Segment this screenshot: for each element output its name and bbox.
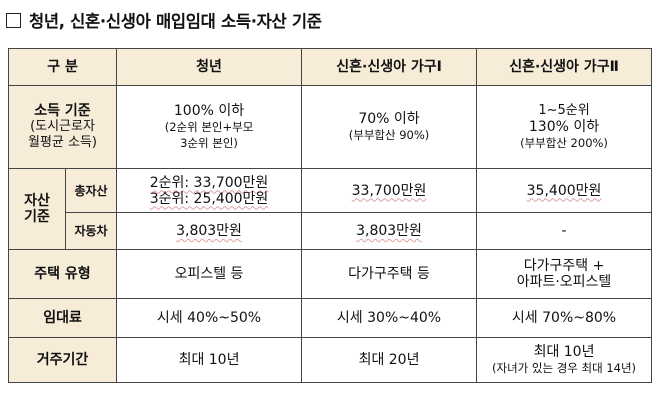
income-sub-1: (도시근로자 bbox=[30, 119, 95, 134]
checkbox-square-icon bbox=[6, 12, 21, 28]
housing-label: 주택 유형 bbox=[7, 249, 118, 299]
rent-youth: 시세 40%~50% bbox=[116, 298, 303, 338]
asset-car-nw2: - bbox=[476, 212, 653, 250]
asset-total-nw1: 33,700만원 bbox=[351, 182, 427, 199]
document-title: 청년, 신혼·신생아 매입임대 소득·자산 기준 bbox=[6, 8, 322, 32]
income-nw2-3: (부부합산 200%) bbox=[520, 136, 608, 150]
header-category: 구 분 bbox=[7, 48, 118, 86]
stay-label: 거주기간 bbox=[7, 337, 118, 383]
header-newlywed-2: 신혼·신생아 가구Ⅱ bbox=[476, 48, 653, 86]
income-label: 소득 기준 bbox=[34, 103, 91, 119]
asset-total-nw1-cell: 33,700만원 bbox=[301, 168, 478, 213]
housing-nw1: 다가구주택 등 bbox=[301, 249, 478, 299]
asset-car-nw1: 3,803만원 bbox=[356, 223, 422, 239]
housing-type-row: 주택 유형 오피스텔 등 다가구주택 등 다가구주택 + 아파트·오피스텔 bbox=[7, 249, 653, 299]
asset-total-nw2: 35,400만원 bbox=[526, 182, 602, 199]
asset-total-row: 자산 기준 총자산 2순위: 33,700만원 3순위: 25,400만원 33… bbox=[8, 168, 653, 250]
rent-nw2: 시세 70%~80% bbox=[476, 298, 653, 338]
rent-label: 임대료 bbox=[7, 298, 118, 338]
criteria-table: 구 분 청년 신혼·신생아 가구Ⅰ 신혼·신생아 가구Ⅱ 소득 기준 (도시근로… bbox=[7, 48, 653, 383]
asset-car-label: 자동차 bbox=[64, 212, 118, 250]
asset-label-1: 자산 bbox=[24, 193, 50, 209]
housing-nw2-2: 아파트·오피스텔 bbox=[516, 274, 612, 290]
asset-label-cell: 자산 기준 bbox=[8, 168, 66, 250]
income-nw1-cell: 70% 이하 (부부합산 90%) bbox=[301, 85, 478, 169]
asset-total-youth-cell: 2순위: 33,700만원 3순위: 25,400만원 bbox=[116, 168, 303, 213]
asset-car-youth-cell: 3,803만원 bbox=[116, 212, 303, 250]
income-row: 소득 기준 (도시근로자 월평균 소득) 100% 이하 (2순위 본인+부모 … bbox=[7, 85, 653, 169]
asset-total-nw2-cell: 35,400만원 bbox=[476, 168, 653, 213]
header-youth: 청년 bbox=[116, 48, 303, 86]
housing-youth: 오피스텔 등 bbox=[116, 249, 303, 299]
stay-nw2-cell: 최대 10년 (자녀가 있는 경우 최대 14년) bbox=[476, 337, 653, 383]
stay-nw2-2: (자녀가 있는 경우 최대 14년) bbox=[492, 361, 637, 375]
stay-row: 거주기간 최대 10년 최대 20년 최대 10년 (자녀가 있는 경우 최대 … bbox=[7, 337, 653, 383]
asset-total-youth-1: 2순위: 33,700만원 bbox=[149, 174, 269, 191]
title-text: 청년, 신혼·신생아 매입임대 소득·자산 기준 bbox=[29, 12, 322, 31]
asset-car-nw1-cell: 3,803만원 bbox=[301, 212, 478, 250]
stay-nw1: 최대 20년 bbox=[301, 337, 478, 383]
header-newlywed-1: 신혼·신생아 가구Ⅰ bbox=[301, 48, 478, 86]
asset-total-label: 총자산 bbox=[64, 168, 118, 213]
stay-nw2-1: 최대 10년 bbox=[533, 344, 595, 360]
income-label-cell: 소득 기준 (도시근로자 월평균 소득) bbox=[7, 85, 118, 169]
income-youth-1: 100% 이하 bbox=[173, 103, 245, 119]
income-sub-2: 월평균 소득) bbox=[28, 135, 98, 150]
housing-nw2-cell: 다가구주택 + 아파트·오피스텔 bbox=[476, 249, 653, 299]
stay-youth: 최대 10년 bbox=[116, 337, 303, 383]
asset-car-row: 자동차 3,803만원 3,803만원 - bbox=[9, 212, 653, 250]
income-youth-cell: 100% 이하 (2순위 본인+부모 3순위 본인) bbox=[116, 85, 303, 169]
income-nw2-2: 130% 이하 bbox=[528, 119, 600, 135]
rent-nw1: 시세 30%~40% bbox=[301, 298, 478, 338]
income-youth-3: 3순위 본인) bbox=[180, 136, 238, 150]
income-nw2-1: 1~5순위 bbox=[538, 103, 590, 118]
income-nw1-1: 70% 이하 bbox=[358, 111, 420, 127]
rent-row: 임대료 시세 40%~50% 시세 30%~40% 시세 70%~80% bbox=[7, 298, 653, 338]
asset-car-youth: 3,803만원 bbox=[176, 223, 242, 239]
asset-label-2: 기준 bbox=[24, 209, 50, 225]
header-row: 구 분 청년 신혼·신생아 가구Ⅰ 신혼·신생아 가구Ⅱ bbox=[7, 48, 653, 86]
income-nw1-2: (부부합산 90%) bbox=[348, 128, 430, 142]
income-youth-2: (2순위 본인+부모 bbox=[164, 120, 254, 134]
asset-total-youth-2: 3순위: 25,400만원 bbox=[149, 190, 269, 207]
income-nw2-cell: 1~5순위 130% 이하 (부부합산 200%) bbox=[476, 85, 653, 169]
housing-nw2-1: 다가구주택 + bbox=[523, 258, 605, 274]
